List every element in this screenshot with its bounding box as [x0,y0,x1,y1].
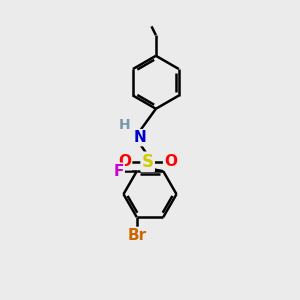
Text: F: F [113,164,124,179]
Text: Br: Br [127,228,146,243]
Text: O: O [118,154,131,169]
Text: O: O [164,154,177,169]
Text: S: S [142,153,154,171]
Text: N: N [133,130,146,145]
Text: H: H [118,118,130,132]
